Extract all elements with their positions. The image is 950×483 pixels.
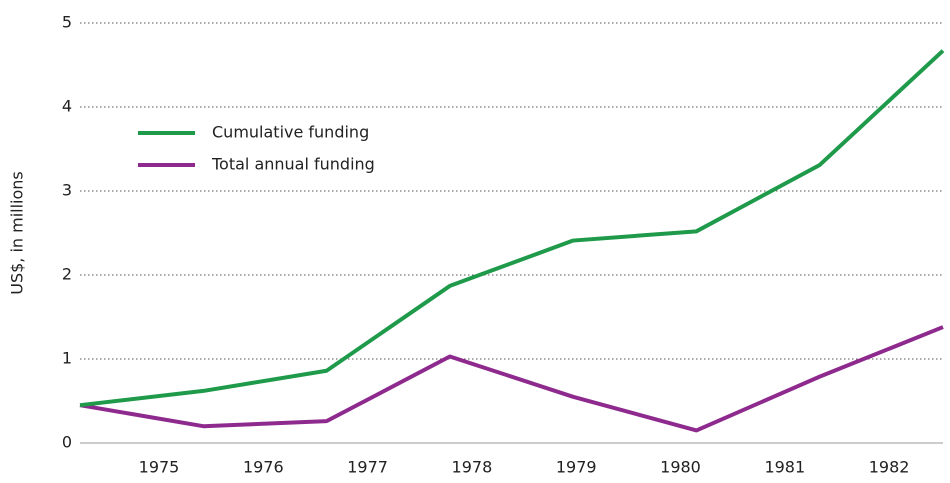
y-axis-label: US$, in millions — [8, 171, 27, 295]
x-tick-label: 1982 — [869, 458, 910, 477]
y-tick-label: 5 — [62, 13, 72, 32]
x-tick-label: 1976 — [243, 458, 284, 477]
y-tick-label: 1 — [62, 349, 72, 368]
y-tick-label: 3 — [62, 181, 72, 200]
x-tick-label: 1977 — [347, 458, 388, 477]
x-tick-label: 1978 — [452, 458, 493, 477]
x-tick-label: 1975 — [139, 458, 180, 477]
legend-label: Total annual funding — [211, 155, 375, 174]
y-tick-label: 0 — [62, 433, 72, 452]
series-line — [79, 325, 944, 433]
y-tick-label: 4 — [62, 97, 72, 116]
series-line — [79, 49, 945, 408]
x-tick-label: 1979 — [556, 458, 597, 477]
legend-label: Cumulative funding — [212, 123, 369, 142]
x-tick-label: 1981 — [764, 458, 805, 477]
x-tick-label: 1980 — [660, 458, 701, 477]
y-tick-label: 2 — [62, 265, 72, 284]
